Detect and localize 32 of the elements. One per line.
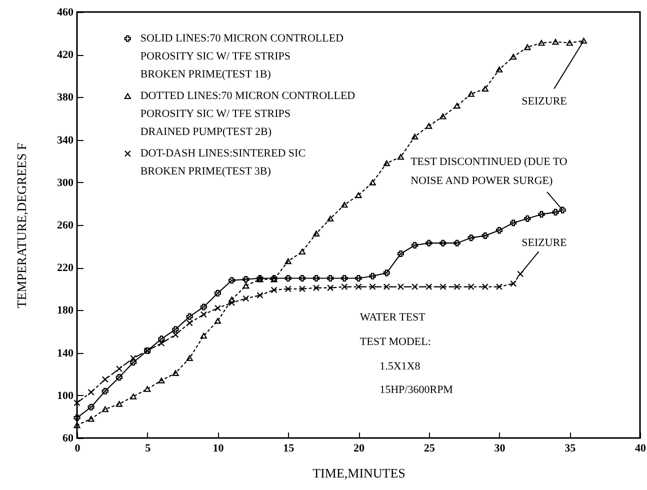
x-tick-label: 10 bbox=[212, 442, 224, 454]
x-tick-label: 40 bbox=[635, 442, 646, 454]
y-tick-label: 300 bbox=[57, 176, 74, 189]
x-tick-label: 35 bbox=[564, 442, 576, 454]
y-tick-label: 420 bbox=[57, 49, 74, 62]
y-tick-label: 60 bbox=[62, 432, 74, 444]
y-tick-label: 260 bbox=[57, 220, 74, 232]
y-tick-label: 180 bbox=[57, 304, 74, 317]
x-tick-label: 20 bbox=[354, 442, 365, 454]
annotation: SEIZURE bbox=[522, 95, 568, 108]
y-tick-label: 460 bbox=[57, 6, 74, 18]
legend-label: DOTTED LINES:70 MICRON CONTROLLED POROSITY SIC W/ TFE STRIPS DRAINED PUMP(TEST 2B) bbox=[140, 90, 356, 138]
x-axis-title: TIME,MINUTES bbox=[312, 466, 406, 480]
x-tick-label: 5 bbox=[145, 442, 152, 454]
annotation: 15HP/3600RPM bbox=[380, 384, 454, 396]
y-tick-label: 100 bbox=[57, 390, 74, 402]
x-tick-label: 30 bbox=[494, 442, 506, 454]
legend-label: DOT-DASH LINES:SINTERED SIC BROKEN PRIME(TEST 3B) bbox=[140, 148, 306, 178]
annotation: WATER TEST bbox=[360, 312, 426, 324]
y-tick-label: 140 bbox=[57, 347, 74, 360]
legend-label: SOLID LINES:70 MICRON CONTROLLED POROSITY SIC W/ TFE STRIPS BROKEN PRIME(TEST 1B) bbox=[140, 32, 344, 81]
y-axis-title: TEMPERATURE,DEGREES F bbox=[14, 142, 29, 308]
annotation: SEIZURE bbox=[522, 237, 568, 250]
x-tick-label: 15 bbox=[283, 442, 295, 454]
x-tick-label: 0 bbox=[74, 442, 81, 454]
y-tick-label: 380 bbox=[57, 92, 74, 104]
y-tick-label: 220 bbox=[57, 262, 74, 274]
annotation: 1.5X1X8 bbox=[380, 360, 421, 373]
x-tick-label: 25 bbox=[424, 442, 436, 454]
y-tick-label: 340 bbox=[57, 134, 74, 146]
annotation: TEST MODEL: bbox=[360, 336, 431, 348]
annotation: TEST DISCONTINUED (DUE TO NOISE AND POWER SURGE) bbox=[410, 156, 568, 188]
